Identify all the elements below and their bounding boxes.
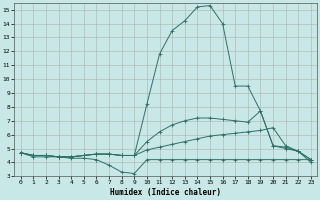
X-axis label: Humidex (Indice chaleur): Humidex (Indice chaleur) xyxy=(110,188,221,197)
